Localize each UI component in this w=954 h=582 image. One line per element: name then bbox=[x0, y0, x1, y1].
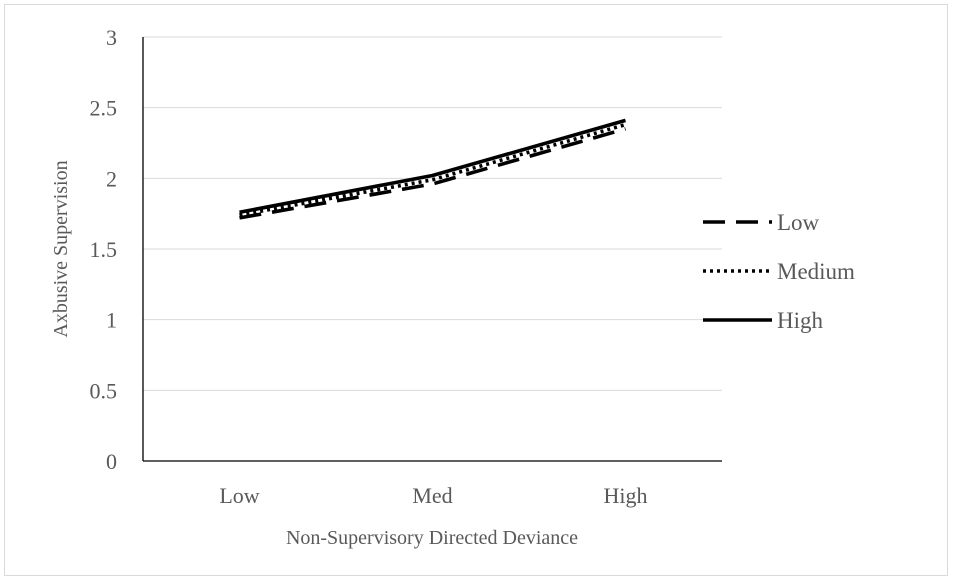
x-tick-label: Med bbox=[412, 483, 452, 508]
gridlines bbox=[143, 36, 722, 391]
y-axis-title: Axbusive Supervision bbox=[50, 160, 72, 337]
y-tick-label: 0 bbox=[106, 449, 117, 474]
y-tick-label: 1 bbox=[106, 308, 117, 333]
series-lines bbox=[239, 118, 626, 220]
y-tick-label: 1.5 bbox=[90, 237, 118, 262]
series-line-high bbox=[239, 118, 626, 215]
y-tick-label: 2 bbox=[106, 166, 117, 191]
axes bbox=[142, 37, 722, 462]
y-tick-label: 2.5 bbox=[90, 96, 118, 121]
x-axis-title: Non-Supervisory Directed Deviance bbox=[286, 527, 578, 549]
legend-label-low: Low bbox=[777, 210, 820, 235]
x-tick-label: High bbox=[604, 483, 648, 508]
y-tick-labels: 0 0.5 1 1.5 2 2.5 3 bbox=[90, 25, 118, 474]
legend-label-medium: Medium bbox=[777, 259, 855, 284]
legend-label-high: High bbox=[777, 308, 824, 333]
legend: Low Medium High bbox=[703, 210, 855, 333]
y-tick-label: 0.5 bbox=[90, 378, 118, 403]
series-line-medium bbox=[239, 122, 626, 217]
x-tick-labels: Low Med High bbox=[219, 483, 647, 508]
chart-frame bbox=[4, 4, 948, 576]
y-tick-label: 3 bbox=[106, 25, 117, 50]
x-tick-label: Low bbox=[219, 483, 259, 508]
